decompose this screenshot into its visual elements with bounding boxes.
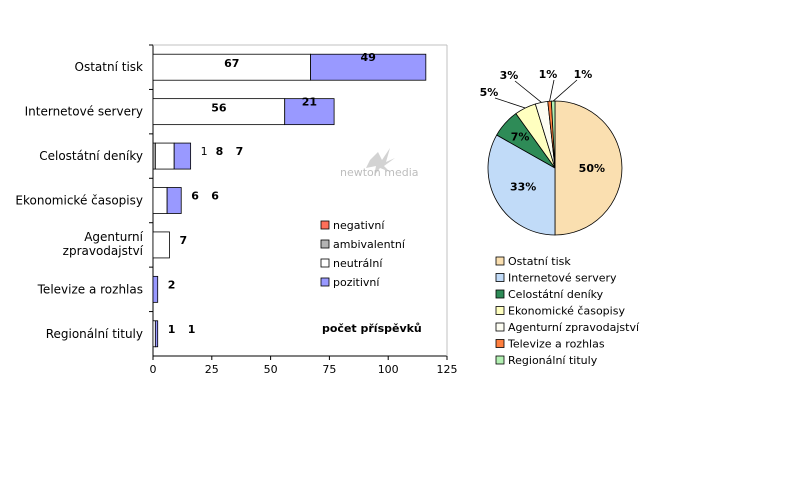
pie-leader-line	[549, 79, 555, 102]
legend-label: negativní	[333, 219, 385, 232]
pie-legend-label: Ostatní tisk	[508, 255, 571, 268]
bar-segment	[284, 98, 335, 126]
pie-leader-line	[494, 97, 526, 109]
pie-legend-swatch	[495, 339, 505, 348]
data-label: 1	[188, 323, 196, 336]
pie-percent-label: 1%	[574, 68, 593, 81]
data-label: 1	[201, 145, 208, 158]
pie-slice	[554, 100, 623, 236]
pie-legend-label: Agenturní zpravodajství	[508, 321, 640, 334]
pie-leader-line	[514, 80, 542, 103]
bar-segment	[152, 98, 286, 126]
data-label: 7	[179, 234, 187, 247]
bar-segment	[152, 187, 168, 214]
data-label: 1	[168, 323, 176, 336]
bar-segment	[152, 231, 170, 259]
x-tick-label: 25	[205, 363, 219, 376]
pie-legend-swatch	[495, 306, 505, 315]
pie-percent-label: 7%	[511, 131, 530, 144]
pie-slice	[487, 134, 556, 236]
watermark-text: newton media	[340, 166, 419, 179]
bar-segment	[154, 142, 175, 170]
bar-legend: negativní ambivalentní neutrální pozitivní	[320, 219, 406, 289]
pie-legend-swatch	[495, 289, 505, 299]
data-label: 7	[236, 145, 244, 158]
pie-percent-label: 50%	[579, 162, 605, 175]
data-label: 2	[168, 278, 176, 291]
category-label: Televize a rozhlas	[37, 282, 143, 296]
pie-legend-swatch	[495, 322, 505, 332]
category-label: Ostatní tisk	[75, 60, 144, 74]
bar-annotation: počet příspěvků	[322, 322, 422, 335]
category-label: Agenturní zpravodajství	[63, 230, 144, 258]
pie-legend-label: Televize a rozhlas	[507, 338, 605, 351]
pie-percent-label: 3%	[500, 69, 519, 82]
watermark-logo	[366, 148, 395, 176]
pie-chart: 50% 33% 7% 5%3% 1% 1%	[480, 68, 623, 236]
pie-leader-line	[552, 79, 578, 102]
legend-swatch	[320, 258, 330, 268]
x-tick-label: 0	[150, 363, 157, 376]
pie-percent-label: 33%	[510, 181, 536, 194]
pie-legend: Ostatní tisk Internetové servery Celostátn…	[495, 255, 640, 367]
legend-swatch	[320, 220, 330, 230]
data-label: 8	[216, 145, 224, 158]
bar-segment	[154, 320, 159, 348]
data-label: 6	[191, 190, 199, 203]
bar-segment	[166, 187, 182, 214]
pie-legend-label: Internetové servery	[508, 272, 617, 285]
data-label: 56	[211, 102, 227, 115]
pie-legend-swatch	[495, 256, 505, 266]
pie-legend-label: Celostátní deníky	[508, 288, 604, 301]
category-label: Regionální tituly	[46, 327, 143, 341]
data-label: 49	[361, 51, 376, 64]
bar-chart: 0 25 50 75 100 125 Ostatní tisk Internetové ser…	[15, 44, 458, 376]
category-label: Celostátní deníky	[39, 149, 143, 163]
pie-legend-swatch	[495, 273, 505, 282]
newton-media-watermark: newton media	[340, 148, 419, 179]
data-label: 67	[224, 57, 239, 70]
x-tick-label: 125	[437, 363, 458, 376]
x-tick-label: 100	[378, 363, 399, 376]
data-label: 21	[302, 96, 317, 109]
legend-swatch	[320, 277, 330, 287]
bar-segment	[152, 53, 311, 81]
bar-segment	[152, 275, 159, 303]
pie-legend-label: Regionální tituly	[508, 354, 598, 367]
pie-percent-label: 1%	[539, 68, 558, 81]
category-label: Ekonomické časopisy	[15, 194, 143, 208]
x-tick-label: 75	[322, 363, 336, 376]
legend-label: neutrální	[333, 257, 383, 270]
legend-label: ambivalentní	[333, 238, 406, 251]
category-label: Internetové servery	[25, 105, 143, 119]
legend-swatch	[320, 239, 330, 249]
legend-label: pozitivní	[333, 276, 380, 289]
x-tick-label: 50	[264, 363, 278, 376]
pie-legend-swatch	[495, 355, 505, 365]
bar-segment	[173, 142, 192, 170]
bar-segment	[310, 53, 427, 81]
pie-percent-label: 5%	[480, 86, 499, 99]
pie-legend-label: Ekonomické časopisy	[508, 305, 625, 318]
data-label: 6	[211, 190, 219, 203]
